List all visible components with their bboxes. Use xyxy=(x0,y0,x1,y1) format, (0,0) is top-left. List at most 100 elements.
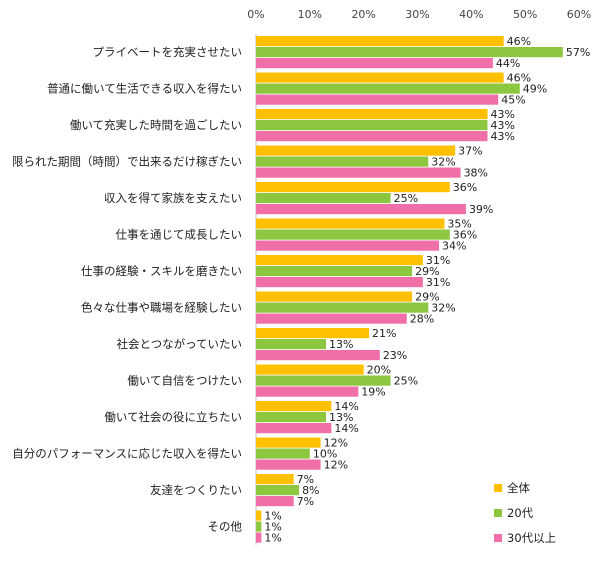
legend-swatch xyxy=(494,509,502,517)
bar xyxy=(256,94,499,105)
bar xyxy=(256,193,391,204)
x-tick-label: 10% xyxy=(298,8,322,21)
legend-swatch xyxy=(494,484,502,492)
category-label: 働いて社会の役に立ちたい xyxy=(104,410,242,424)
bar xyxy=(256,386,359,397)
category-label: 働いて自信をつけたい xyxy=(127,374,242,388)
data-label: 21% xyxy=(372,327,396,340)
category-label: 普通に働いて生活できる収入を得たい xyxy=(47,82,242,96)
category-label: 仕事の経験・スキルを磨きたい xyxy=(81,264,242,278)
legend-label: 全体 xyxy=(507,481,530,495)
bar xyxy=(256,459,321,470)
data-label: 1% xyxy=(264,510,281,523)
data-label: 32% xyxy=(431,156,455,169)
data-label: 28% xyxy=(410,313,434,326)
bar xyxy=(256,156,429,167)
data-label: 35% xyxy=(447,218,471,231)
bar xyxy=(256,36,504,47)
data-label: 43% xyxy=(490,119,514,132)
bar xyxy=(256,437,321,448)
x-tick-label: 0% xyxy=(247,8,264,21)
data-label: 46% xyxy=(507,35,531,48)
data-label: 1% xyxy=(264,532,281,545)
bar xyxy=(256,145,456,156)
bar xyxy=(256,302,429,313)
bar xyxy=(256,496,294,507)
data-label: 25% xyxy=(394,192,418,205)
data-label: 7% xyxy=(297,473,314,486)
data-label: 8% xyxy=(302,484,319,497)
data-label: 57% xyxy=(566,46,590,59)
data-label: 36% xyxy=(453,181,477,194)
category-label: 自分のパフォーマンスに応じた収入を得たい xyxy=(12,447,242,461)
category-label: プライベートを充実させたい xyxy=(93,45,243,59)
data-label: 31% xyxy=(426,254,450,267)
bar xyxy=(256,229,450,240)
x-tick-label: 40% xyxy=(459,8,483,21)
bar xyxy=(256,240,440,251)
bar xyxy=(256,291,413,302)
bar xyxy=(256,485,300,496)
category-label: 限られた期間（時間）で出来るだけ稼ぎたい xyxy=(12,155,242,169)
data-label: 12% xyxy=(324,437,348,450)
category-label: 働いて充実した時間を過ごしたい xyxy=(70,118,242,132)
x-tick-label: 60% xyxy=(567,8,591,21)
bar xyxy=(256,131,488,142)
bar xyxy=(256,72,504,83)
bar xyxy=(256,120,488,131)
bar xyxy=(256,364,364,375)
x-tick-label: 50% xyxy=(513,8,537,21)
category-label: 友達をつくりたい xyxy=(150,483,242,497)
bar xyxy=(256,521,262,532)
bar xyxy=(256,474,294,485)
bar xyxy=(256,510,262,521)
bar xyxy=(256,83,520,94)
data-label: 1% xyxy=(264,521,281,534)
bars xyxy=(256,36,563,543)
bar xyxy=(256,266,413,277)
data-label: 14% xyxy=(334,422,358,435)
legend-label: 20代 xyxy=(507,506,534,520)
data-label: 43% xyxy=(490,108,514,121)
bar xyxy=(256,412,326,423)
data-label: 20% xyxy=(367,364,391,377)
legend-label: 30代以上 xyxy=(507,531,556,545)
category-label: 社会とつながっていたい xyxy=(117,337,242,351)
data-label: 32% xyxy=(431,302,455,315)
data-label: 19% xyxy=(361,386,385,399)
bar xyxy=(256,328,370,339)
category-label: 色々な仕事や職場を経験したい xyxy=(81,301,242,315)
bar xyxy=(256,167,461,178)
bar xyxy=(256,423,332,434)
data-label: 25% xyxy=(394,375,418,388)
data-labels: 46%57%44%46%49%45%43%43%43%37%32%38%36%2… xyxy=(264,35,590,545)
data-label: 13% xyxy=(329,411,353,424)
data-label: 14% xyxy=(334,400,358,413)
bar xyxy=(256,375,391,386)
data-label: 31% xyxy=(426,276,450,289)
data-label: 36% xyxy=(453,229,477,242)
data-label: 45% xyxy=(501,94,525,107)
data-label: 34% xyxy=(442,240,466,253)
data-label: 37% xyxy=(458,145,482,158)
data-label: 46% xyxy=(507,72,531,85)
data-label: 7% xyxy=(297,495,314,508)
bar xyxy=(256,182,450,193)
data-label: 29% xyxy=(415,265,439,278)
category-label: その他 xyxy=(208,520,243,534)
bar xyxy=(256,339,326,350)
bar xyxy=(256,448,310,459)
data-label: 12% xyxy=(324,459,348,472)
category-label: 収入を得て家族を支えたい xyxy=(104,191,242,205)
data-label: 29% xyxy=(415,291,439,304)
bar xyxy=(256,255,423,266)
data-label: 23% xyxy=(383,349,407,362)
data-label: 13% xyxy=(329,338,353,351)
data-label: 39% xyxy=(469,203,493,216)
bar xyxy=(256,277,423,288)
bar xyxy=(256,401,332,412)
x-tick-label: 30% xyxy=(405,8,429,21)
legend-swatch xyxy=(494,534,502,542)
bar xyxy=(256,47,563,58)
